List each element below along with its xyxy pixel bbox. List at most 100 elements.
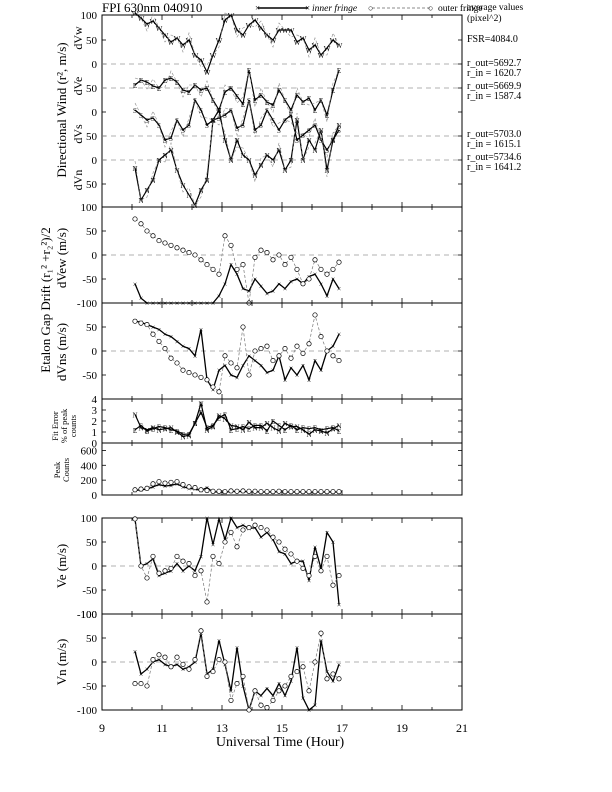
fit-error-letter-N: N xyxy=(216,413,221,421)
fit-error-letter-N: N xyxy=(300,427,305,435)
directional-letter-W: W xyxy=(252,17,259,25)
fit-error-letter-E: E xyxy=(157,424,161,432)
vn-outer-point xyxy=(138,681,144,687)
fit-error-letter-N: N xyxy=(318,428,323,436)
directional-letter-S: S xyxy=(199,107,203,115)
fit-error-letter-E: E xyxy=(181,431,185,439)
dvew-outer-point xyxy=(282,262,288,268)
directional-letter-E: E xyxy=(133,82,137,90)
peak-counts-panel: 6004002000××××××××××××××××××××××××××××××… xyxy=(81,442,463,502)
peak-counts-outer-point xyxy=(258,489,264,495)
directional-letter-E: E xyxy=(181,87,185,95)
ylabel-ve: Ve (m/s) xyxy=(54,544,69,588)
fit-error-letter-N: N xyxy=(234,424,239,432)
ve-inner-point: × xyxy=(301,557,306,566)
stat-s-rin: r_in = 1615.1 xyxy=(467,139,521,150)
directional-inner-line xyxy=(134,12,340,74)
vn-inner-point: × xyxy=(157,656,162,665)
directional-letter-W: W xyxy=(270,37,277,45)
directional-letter-N: N xyxy=(186,192,191,200)
ve-inner-point: × xyxy=(157,572,162,581)
peak-counts-outer-point xyxy=(192,485,198,491)
dvns-outer-point xyxy=(330,353,336,359)
dvew-outer-point xyxy=(150,233,156,239)
dvns-outer-point xyxy=(174,360,180,366)
peak-counts-outer-point xyxy=(300,489,306,495)
ve-outer-point xyxy=(150,553,156,559)
fit-error-letter-E: E xyxy=(175,428,179,436)
directional-letter-W: W xyxy=(330,37,337,45)
x-tick-label: 13 xyxy=(216,721,228,735)
peak-counts-outer-point xyxy=(204,487,210,494)
ve-ytick-label: 50 xyxy=(86,537,98,549)
peak-counts-ytick-label: 200 xyxy=(81,475,98,487)
directional-letter-N: N xyxy=(312,147,317,155)
ve-inner-point: × xyxy=(253,524,258,533)
dvns-outer-point xyxy=(204,377,210,383)
vn-inner-point: × xyxy=(331,677,336,686)
directional-letter-W: W xyxy=(246,22,253,30)
fit-error-letter-N: N xyxy=(204,427,209,435)
ve-outer-point xyxy=(168,565,174,571)
dvew-outer-point xyxy=(180,247,186,253)
directional-letter-S: S xyxy=(157,122,161,130)
dvns-inner-point: × xyxy=(157,325,162,334)
dvns-outer-point xyxy=(150,331,156,337)
dvew-inner-point: × xyxy=(313,270,318,279)
directional-letter-N: N xyxy=(264,152,269,160)
dvns-outer-point xyxy=(216,389,222,395)
directional-letter-S: S xyxy=(319,137,323,145)
peak-counts-outer-point xyxy=(234,488,240,494)
fit-error-letter-E: E xyxy=(283,427,287,435)
fit-error-letter-N: N xyxy=(312,427,317,435)
directional-letter-E: E xyxy=(199,87,203,95)
fit-error-ytick-label: 3 xyxy=(92,405,98,417)
fit-error-letter-E: E xyxy=(235,426,239,434)
dvew-inner-point: × xyxy=(325,292,330,301)
directional-letter-E: E xyxy=(259,92,263,100)
fit-error-letter-E: E xyxy=(295,427,299,435)
ylabel-dvns: dVns (m/s) xyxy=(54,323,69,381)
peak-counts-outer-point xyxy=(186,484,192,490)
fit-error-letter-E: E xyxy=(265,428,269,436)
vn-outer-point xyxy=(270,697,276,703)
vn-outer-point xyxy=(258,702,264,708)
ve-outer-point xyxy=(180,558,186,564)
directional-letter-N: N xyxy=(324,167,329,175)
ve-outer-point xyxy=(282,546,288,552)
directional-letter-E: E xyxy=(265,99,269,107)
fit-error-letter-N: N xyxy=(282,420,287,428)
directional-outer-line xyxy=(134,112,340,206)
fit-error-letter-N: N xyxy=(240,427,245,435)
ve-inner-point: × xyxy=(175,560,180,569)
vn-outer-point xyxy=(252,688,258,694)
dvew-outer-point xyxy=(168,242,174,248)
vn-inner-point: × xyxy=(193,658,198,667)
ve-outer-point xyxy=(216,561,222,567)
fit-error-letter-E: E xyxy=(319,427,323,435)
vn-outer-point xyxy=(330,671,336,677)
directional-letter-W: W xyxy=(198,57,205,65)
vn-outer-point xyxy=(132,681,138,687)
directional-letter-W: W xyxy=(240,32,247,40)
ve-outer-point xyxy=(210,553,216,559)
ve-inner-point: × xyxy=(259,533,264,542)
ve-ytick-label: 100 xyxy=(81,513,98,525)
directional-letter-E: E xyxy=(253,97,257,105)
peak-counts-outer-point xyxy=(228,488,234,494)
directional-letter-E: E xyxy=(295,92,299,100)
directional-letter-S: S xyxy=(241,122,245,130)
peak-counts-outer-point xyxy=(150,481,156,487)
directional-letter-W: W xyxy=(300,35,307,43)
directional-letter-E: E xyxy=(331,87,335,95)
directional-letter-E: E xyxy=(151,83,155,91)
directional-letter-E: E xyxy=(301,99,305,107)
avg-title: average values xyxy=(467,3,523,13)
dvns-outer-point xyxy=(282,346,288,352)
ve-outer-point xyxy=(228,529,234,535)
directional-letter-N: N xyxy=(162,152,167,160)
directional-letter-W: W xyxy=(228,12,235,20)
ve-outer-point xyxy=(330,582,336,588)
dvew-ytick-label: 50 xyxy=(86,226,98,238)
